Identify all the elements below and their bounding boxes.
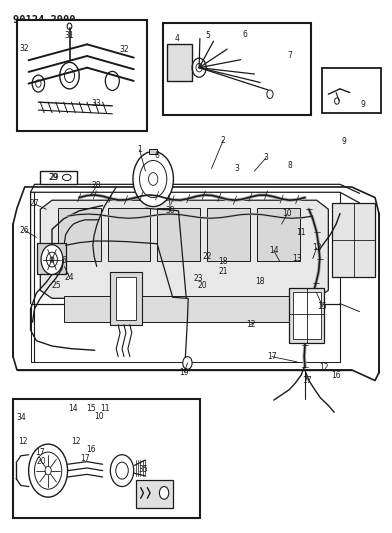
Text: 90124 2900: 90124 2900: [13, 14, 76, 25]
Bar: [64, 296, 321, 322]
Text: 17: 17: [302, 376, 312, 385]
Text: 6: 6: [154, 151, 160, 160]
Text: 21: 21: [218, 268, 228, 276]
Circle shape: [111, 455, 134, 487]
Bar: [323, 68, 381, 113]
Text: 17: 17: [267, 352, 277, 361]
Bar: [40, 171, 77, 184]
Circle shape: [183, 357, 192, 369]
Text: 12: 12: [312, 244, 321, 253]
Text: 11: 11: [296, 228, 306, 237]
Text: 5: 5: [205, 31, 210, 41]
Text: 12: 12: [320, 363, 329, 372]
Bar: [163, 22, 311, 115]
Bar: [289, 288, 325, 343]
Text: 33: 33: [92, 99, 102, 108]
Bar: [37, 243, 65, 274]
Bar: [113, 436, 145, 489]
Bar: [292, 292, 321, 339]
Bar: [13, 399, 200, 519]
Text: 14: 14: [269, 246, 279, 255]
Text: 9: 9: [361, 100, 366, 109]
Text: 4: 4: [175, 34, 180, 43]
Text: 17: 17: [80, 454, 90, 463]
Text: 1: 1: [137, 146, 142, 155]
Text: 2: 2: [221, 136, 226, 145]
Text: 27: 27: [30, 199, 39, 208]
Bar: [111, 272, 142, 325]
Text: 11: 11: [100, 404, 109, 413]
Text: 7: 7: [287, 51, 292, 60]
Text: 16: 16: [331, 370, 341, 379]
Text: 23: 23: [193, 274, 203, 283]
Text: 10: 10: [283, 209, 292, 218]
Text: 26: 26: [20, 226, 29, 235]
Circle shape: [133, 151, 173, 207]
Text: 12: 12: [246, 320, 255, 329]
Text: 17: 17: [35, 448, 44, 457]
Text: 3: 3: [264, 154, 269, 163]
Bar: [149, 149, 157, 154]
Bar: [108, 208, 151, 261]
Bar: [257, 208, 300, 261]
Text: 32: 32: [19, 44, 29, 53]
Text: 18: 18: [256, 277, 265, 286]
Text: 20: 20: [197, 280, 207, 289]
Bar: [58, 208, 101, 261]
Polygon shape: [40, 200, 328, 298]
Text: 22: 22: [203, 253, 212, 262]
Text: 3: 3: [234, 164, 239, 173]
Text: 14: 14: [69, 404, 78, 413]
Text: 29: 29: [48, 173, 58, 182]
Text: 8: 8: [287, 161, 292, 170]
Text: 24: 24: [65, 272, 74, 281]
Text: 15: 15: [318, 302, 327, 311]
Text: 12: 12: [71, 437, 81, 446]
Text: 34: 34: [17, 413, 27, 422]
Bar: [207, 208, 250, 261]
Bar: [116, 277, 136, 319]
Text: 9: 9: [341, 138, 347, 147]
Bar: [167, 44, 192, 81]
Text: 13: 13: [292, 254, 302, 263]
Text: 16: 16: [86, 445, 96, 454]
Circle shape: [41, 245, 63, 274]
Circle shape: [29, 444, 67, 497]
Text: 12: 12: [18, 437, 27, 446]
Text: 19: 19: [180, 368, 189, 377]
Text: 10: 10: [94, 411, 103, 421]
Text: 31: 31: [65, 31, 74, 41]
Text: 20: 20: [36, 457, 46, 466]
Text: 6: 6: [61, 256, 66, 265]
Text: 29: 29: [49, 173, 59, 182]
Text: 18: 18: [218, 257, 228, 265]
Bar: [136, 480, 172, 508]
Bar: [17, 20, 147, 131]
Text: 35: 35: [139, 465, 148, 473]
Bar: [332, 203, 375, 277]
Text: 30: 30: [166, 206, 176, 215]
Text: 28: 28: [92, 181, 102, 190]
Text: 6: 6: [242, 30, 247, 39]
Circle shape: [160, 487, 169, 499]
Text: 25: 25: [51, 280, 61, 289]
Text: 15: 15: [86, 404, 96, 413]
Text: 32: 32: [119, 45, 129, 54]
Bar: [158, 208, 200, 261]
Ellipse shape: [62, 174, 71, 181]
